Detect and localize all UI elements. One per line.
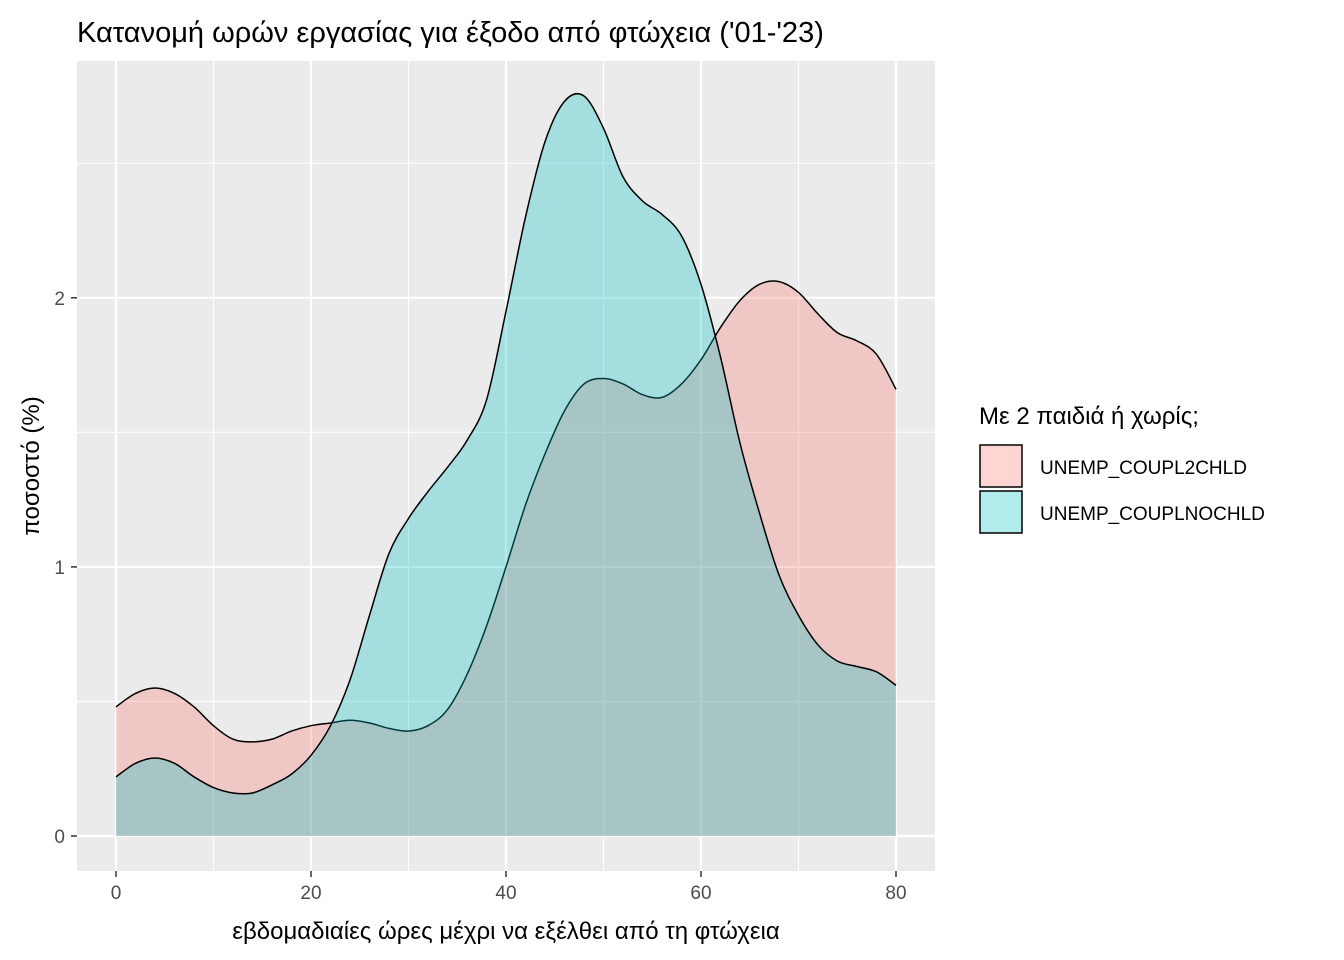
y-tick-label: 2 xyxy=(54,289,65,310)
legend-label: UNEMP_COUPL2CHLD xyxy=(1040,458,1247,479)
y-tick-label: 1 xyxy=(54,558,65,579)
y-axis-title: ποσοστό (%) xyxy=(18,396,45,535)
x-tick-label: 80 xyxy=(885,883,906,904)
x-tick-label: 60 xyxy=(690,883,711,904)
legend-label: UNEMP_COUPLNOCHLD xyxy=(1040,504,1265,525)
density-line-2 xyxy=(115,92,897,795)
legend-key-bg xyxy=(979,490,1023,534)
legend-key-bg xyxy=(979,444,1023,488)
x-tick-label: 0 xyxy=(111,883,122,904)
y-axis-ticks: 0 1 2 xyxy=(54,289,77,848)
x-axis-ticks: 0 20 40 60 80 xyxy=(111,871,907,904)
density-line-1 xyxy=(115,280,897,743)
density-area-1 xyxy=(116,281,896,837)
chart-title: Κατανομή ωρών εργασίας για έξοδο από φτώ… xyxy=(77,17,824,49)
x-tick-label: 40 xyxy=(495,883,516,904)
x-tick-label: 20 xyxy=(300,883,321,904)
legend-key-swatch xyxy=(979,444,1023,488)
legend-key-swatch xyxy=(979,490,1023,534)
legend-title: Με 2 παιδιά ή χωρίς; xyxy=(979,403,1199,430)
density-area-2 xyxy=(116,93,896,837)
density-areas xyxy=(115,92,897,837)
legend: Με 2 παιδιά ή χωρίς; UNEMP_COUPL2CHLD UNE… xyxy=(979,403,1265,534)
y-tick-label: 0 xyxy=(54,827,65,848)
x-axis-title: εβδομαδιαίες ώρες μέχρι να εξέλθει από τ… xyxy=(232,918,780,945)
